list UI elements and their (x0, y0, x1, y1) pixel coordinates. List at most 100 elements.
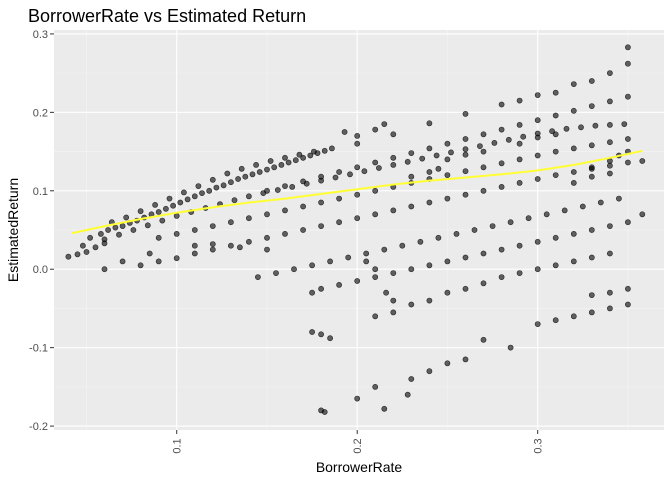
data-point (264, 211, 270, 218)
data-point (390, 131, 397, 138)
y-tick-label: -0.2 (29, 421, 48, 433)
data-point (74, 251, 81, 258)
data-point (625, 136, 631, 142)
data-point (267, 158, 274, 164)
data-point (191, 250, 198, 257)
data-point (173, 230, 180, 237)
data-point (381, 246, 388, 253)
data-point (552, 262, 559, 269)
data-point (155, 209, 162, 215)
data-point (625, 60, 631, 67)
data-point (390, 297, 397, 304)
data-point (417, 238, 424, 245)
data-point (616, 195, 622, 202)
data-point (505, 136, 512, 143)
x-axis-label: BorrowerRate (316, 459, 403, 475)
data-point (278, 161, 285, 168)
data-point (444, 172, 451, 178)
data-point (191, 242, 198, 249)
data-point (220, 182, 227, 189)
data-point (390, 161, 397, 168)
data-point (336, 281, 342, 288)
x-tick-label: 0.2 (352, 438, 364, 453)
data-point (383, 289, 389, 296)
data-point (462, 151, 469, 158)
data-point (347, 171, 353, 178)
data-point (516, 140, 523, 147)
data-point (426, 262, 433, 269)
data-point (318, 223, 324, 229)
data-point (498, 274, 505, 280)
data-point (570, 169, 577, 175)
data-point (408, 376, 415, 382)
data-point (498, 126, 505, 133)
data-point (309, 262, 315, 269)
data-point (292, 157, 299, 164)
data-point (516, 156, 523, 163)
data-point (209, 176, 216, 183)
y-tick-label: 0.2 (33, 107, 48, 119)
data-point (285, 159, 292, 166)
data-point (173, 212, 180, 219)
data-point (480, 250, 487, 257)
data-point (336, 169, 342, 175)
data-point (588, 78, 595, 84)
data-point (372, 313, 379, 320)
data-point (588, 103, 595, 109)
data-point (65, 253, 72, 260)
y-tick-label: 0.1 (33, 186, 48, 198)
data-point (498, 246, 505, 253)
data-point (435, 234, 442, 241)
data-point (101, 236, 108, 243)
data-point (253, 161, 259, 168)
data-point (83, 249, 90, 255)
data-point (236, 244, 243, 251)
y-axis-label: EstimatedReturn (5, 178, 21, 282)
data-point (588, 292, 595, 298)
data-point (119, 223, 126, 229)
data-point (307, 152, 314, 159)
data-point (607, 305, 613, 312)
data-point (390, 270, 397, 276)
data-point (80, 242, 86, 249)
data-point (453, 230, 460, 237)
data-point (300, 203, 306, 210)
data-point (471, 227, 478, 233)
data-point (166, 195, 173, 202)
data-point (137, 208, 144, 215)
data-point (534, 321, 541, 327)
data-point (336, 219, 342, 226)
data-point (224, 170, 231, 177)
data-point (639, 158, 646, 164)
data-point (480, 164, 487, 171)
data-point (213, 184, 220, 191)
data-point (498, 183, 505, 190)
data-point (607, 70, 613, 76)
x-tick-label: 0.3 (533, 438, 545, 453)
y-tick-label: -0.1 (29, 343, 48, 355)
data-point (381, 121, 388, 127)
data-point (310, 148, 317, 155)
data-point (390, 309, 397, 316)
data-point (256, 169, 263, 175)
data-point (209, 246, 216, 253)
trend-line (71, 149, 643, 235)
data-point (597, 199, 604, 206)
data-point (273, 270, 279, 276)
data-point (480, 131, 487, 138)
data-point (184, 196, 191, 203)
data-point (579, 203, 586, 210)
data-point (274, 187, 281, 193)
data-point (621, 121, 628, 127)
data-point (191, 227, 198, 233)
data-point (177, 199, 184, 206)
data-point (155, 234, 162, 241)
data-point (588, 227, 595, 233)
data-point (300, 178, 306, 185)
data-point (444, 289, 451, 296)
data-point (639, 211, 646, 218)
data-point (170, 202, 176, 209)
data-point (448, 149, 454, 156)
